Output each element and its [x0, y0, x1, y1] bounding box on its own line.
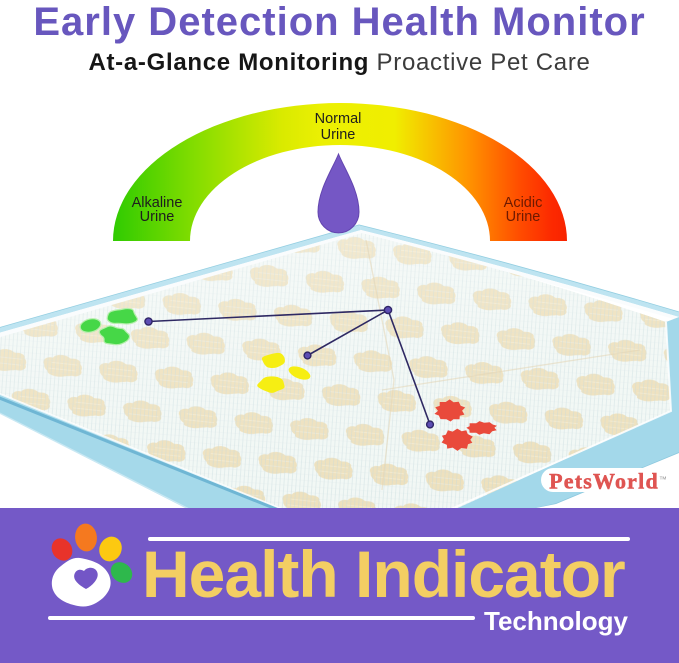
svg-text:Alkaline: Alkaline [132, 195, 183, 211]
svg-text:Acidic: Acidic [504, 195, 543, 211]
svg-text:Urine: Urine [506, 209, 541, 225]
svg-text:Normal: Normal [315, 111, 362, 127]
svg-text:Urine: Urine [321, 127, 356, 143]
svg-text:Urine: Urine [140, 209, 175, 225]
